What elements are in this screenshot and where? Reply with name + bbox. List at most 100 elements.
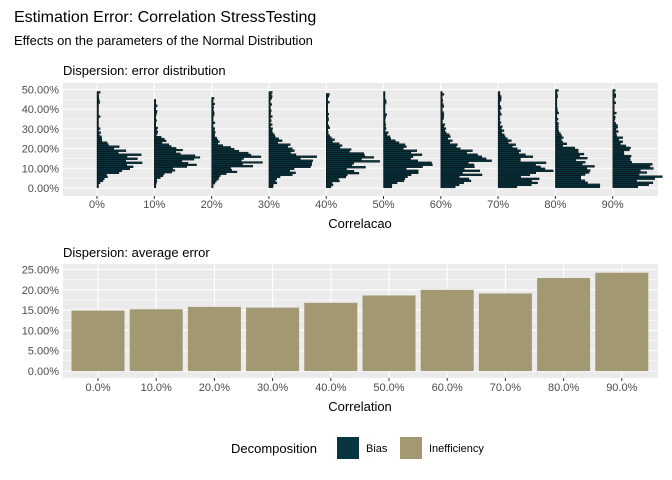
histogram-bin <box>268 163 312 166</box>
histogram-bin <box>268 151 291 154</box>
histogram-bin <box>383 109 386 112</box>
histogram-bin <box>497 119 500 122</box>
histogram-bin <box>612 140 623 143</box>
histogram-bin <box>326 116 329 120</box>
histogram-bin <box>612 169 641 172</box>
histogram-bin <box>154 134 157 137</box>
histogram-bin <box>96 141 108 144</box>
histogram-bin <box>211 125 214 128</box>
histogram-bin <box>555 101 558 104</box>
histogram-bin <box>555 159 577 162</box>
histogram-bin <box>268 157 301 160</box>
histogram-bin <box>211 134 215 138</box>
histogram-bin <box>497 141 509 144</box>
histogram-bin <box>326 181 333 185</box>
histogram-bin <box>268 97 272 100</box>
histogram-bin <box>211 151 249 155</box>
histogram-bin <box>440 151 467 154</box>
histogram-bin <box>497 169 554 172</box>
histogram-bin <box>268 95 273 98</box>
histogram-bin <box>268 161 312 164</box>
panel2-x-tick-label: 20.0% <box>199 382 230 394</box>
histogram-bin <box>612 150 625 154</box>
bar-inefficiency <box>71 310 125 371</box>
histogram-bin <box>497 161 547 164</box>
histogram-bin <box>555 120 558 123</box>
histogram-bin <box>497 177 540 180</box>
histogram-bin <box>497 143 516 146</box>
histogram-bin <box>497 135 506 138</box>
panel1-x-tick-label: 70% <box>487 199 509 211</box>
histogram-bin <box>497 175 521 178</box>
bar-inefficiency <box>595 272 649 371</box>
panel1-x-ticks: 0% 10% 20% 30% 40% 50% 60% 70% 80% 90% <box>89 196 624 211</box>
histogram-bin <box>555 152 585 156</box>
panel2-x-ticks: 0.0% 10.0% 20.0% 30.0% 40.0% 50.0% 60.0% 70.0% 8… <box>85 378 638 394</box>
histogram-bin <box>555 183 601 186</box>
histogram-bin <box>440 115 444 118</box>
histogram-bin <box>154 102 157 105</box>
histogram-bin <box>383 123 386 126</box>
histogram-bin <box>497 103 500 106</box>
histogram-bin <box>383 125 386 128</box>
histogram-bin <box>612 173 640 176</box>
histogram-bin <box>440 111 444 114</box>
histogram-bin <box>612 120 615 123</box>
histogram-bin <box>326 122 329 126</box>
histogram-bin <box>612 161 632 164</box>
histogram-bin <box>326 177 339 181</box>
histogram-bin <box>497 127 502 130</box>
histogram-bin <box>497 145 513 148</box>
histogram-bin <box>211 100 214 104</box>
histogram-bin <box>555 177 581 180</box>
histogram-bin <box>555 115 558 119</box>
histogram-bin <box>211 116 214 119</box>
histogram-bin <box>96 173 107 176</box>
histogram-bin <box>440 175 460 178</box>
histogram-bin <box>497 185 518 189</box>
histogram-bin <box>268 131 273 134</box>
panel1-x-tick-label: 30% <box>258 199 280 211</box>
histogram-bin <box>211 117 214 121</box>
histogram-bin <box>612 163 653 166</box>
histogram-bin <box>211 167 231 170</box>
histogram-bin <box>268 115 273 118</box>
bar-inefficiency <box>478 293 532 371</box>
panel2-y-tick-label: 5.00% <box>28 346 59 358</box>
histogram-bin <box>497 149 521 152</box>
panel2-title: Dispersion: average error <box>63 245 210 260</box>
histogram-bin <box>497 115 500 118</box>
histogram-bin <box>440 159 492 162</box>
histogram-bin <box>96 159 126 162</box>
panel1-x-tick-label: 0% <box>89 199 105 211</box>
histogram-bin <box>383 115 387 118</box>
histogram-bin <box>326 108 328 112</box>
legend-swatch-inefficiency <box>400 437 422 459</box>
histogram-bin <box>555 175 581 178</box>
histogram-bin <box>211 142 218 145</box>
histogram-bin <box>612 152 625 156</box>
histogram-bin <box>497 97 502 100</box>
bar-inefficiency <box>304 302 358 371</box>
histogram-bin <box>96 103 99 106</box>
histogram-bin <box>612 157 631 160</box>
legend-title: Decomposition <box>231 441 317 456</box>
histogram-bin <box>96 165 134 168</box>
panel1-y-ticks: 0.00% 10.00% 20.00% 30.00% 40.00% 50.00% <box>22 85 60 196</box>
histogram-bin <box>440 143 458 146</box>
histogram-bin <box>268 119 272 122</box>
histogram-bin <box>440 141 450 144</box>
histogram-bin <box>497 139 512 142</box>
histogram-bin <box>612 107 615 111</box>
histogram-bin <box>440 107 443 110</box>
histogram-bin <box>211 140 220 143</box>
histogram-bin <box>440 91 443 94</box>
histogram-bin <box>96 151 119 154</box>
histogram-bin <box>326 120 328 124</box>
histogram-bin <box>440 185 456 189</box>
histogram-bin <box>268 117 271 120</box>
histogram-bin <box>383 179 405 183</box>
legend-swatch-bias <box>337 437 359 459</box>
histogram-bin <box>497 179 532 183</box>
